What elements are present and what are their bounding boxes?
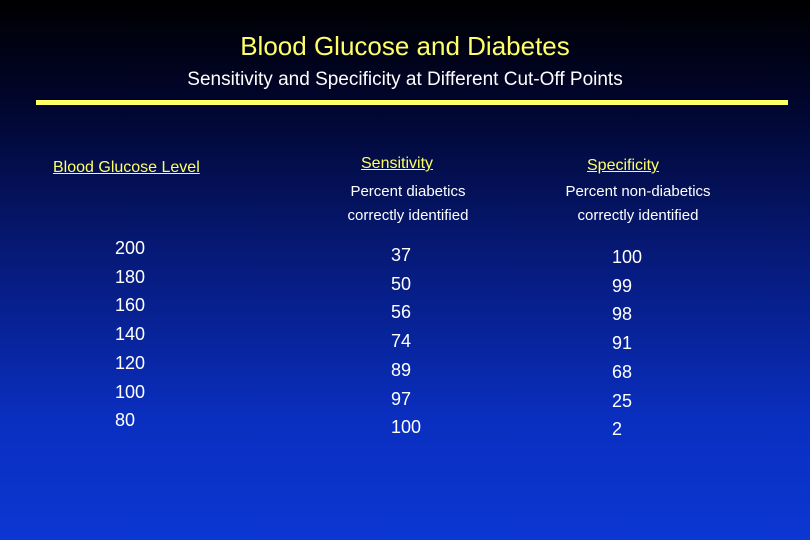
glucose-value: 160 bbox=[115, 295, 146, 316]
sensitivity-description: Percent diabetics correctly identified bbox=[318, 180, 498, 228]
specificity-values-list: 100 99 98 91 68 25 2 bbox=[612, 243, 642, 444]
glucose-value: 80 bbox=[115, 410, 136, 431]
slide-title: Blood Glucose and Diabetes bbox=[240, 31, 570, 61]
specificity-value: 91 bbox=[612, 333, 633, 354]
specificity-description: Percent non-diabetics correctly identifi… bbox=[538, 180, 738, 228]
specificity-value: 98 bbox=[612, 304, 633, 325]
sensitivity-description-line1: Percent diabetics bbox=[350, 183, 466, 200]
sensitivity-value: 100 bbox=[391, 417, 422, 438]
specificity-value: 100 bbox=[612, 247, 643, 267]
sensitivity-value: 97 bbox=[391, 388, 412, 409]
sensitivity-description-line2: correctly identified bbox=[347, 207, 469, 224]
specificity-value: 2 bbox=[612, 419, 623, 440]
sensitivity-value: 89 bbox=[391, 359, 412, 380]
glucose-values-list: 200 180 160 140 120 100 80 bbox=[115, 234, 145, 435]
glucose-value: 100 bbox=[115, 381, 146, 402]
slide-subtitle: Sensitivity and Specificity at Different… bbox=[187, 69, 623, 90]
specificity-description-line1: Percent non-diabetics bbox=[565, 183, 711, 200]
sensitivity-value: 37 bbox=[391, 245, 412, 265]
specificity-value: 99 bbox=[612, 275, 633, 296]
sensitivity-value: 50 bbox=[391, 273, 412, 294]
specificity-column-header: Specificity bbox=[587, 157, 660, 174]
specificity-value: 68 bbox=[612, 361, 633, 382]
glucose-value: 140 bbox=[115, 324, 146, 345]
sensitivity-value: 56 bbox=[391, 302, 412, 323]
glucose-value: 120 bbox=[115, 352, 146, 373]
specificity-description-line2: correctly identified bbox=[577, 207, 699, 224]
sensitivity-value: 74 bbox=[391, 331, 412, 352]
glucose-value: 180 bbox=[115, 266, 146, 287]
sensitivity-column-header: Sensitivity bbox=[361, 155, 434, 172]
glucose-value: 200 bbox=[115, 238, 146, 258]
sensitivity-values-list: 37 50 56 74 89 97 100 bbox=[391, 241, 421, 442]
glucose-column-header: Blood Glucose Level bbox=[53, 159, 200, 176]
title-divider bbox=[36, 100, 788, 105]
specificity-value: 25 bbox=[612, 390, 633, 411]
